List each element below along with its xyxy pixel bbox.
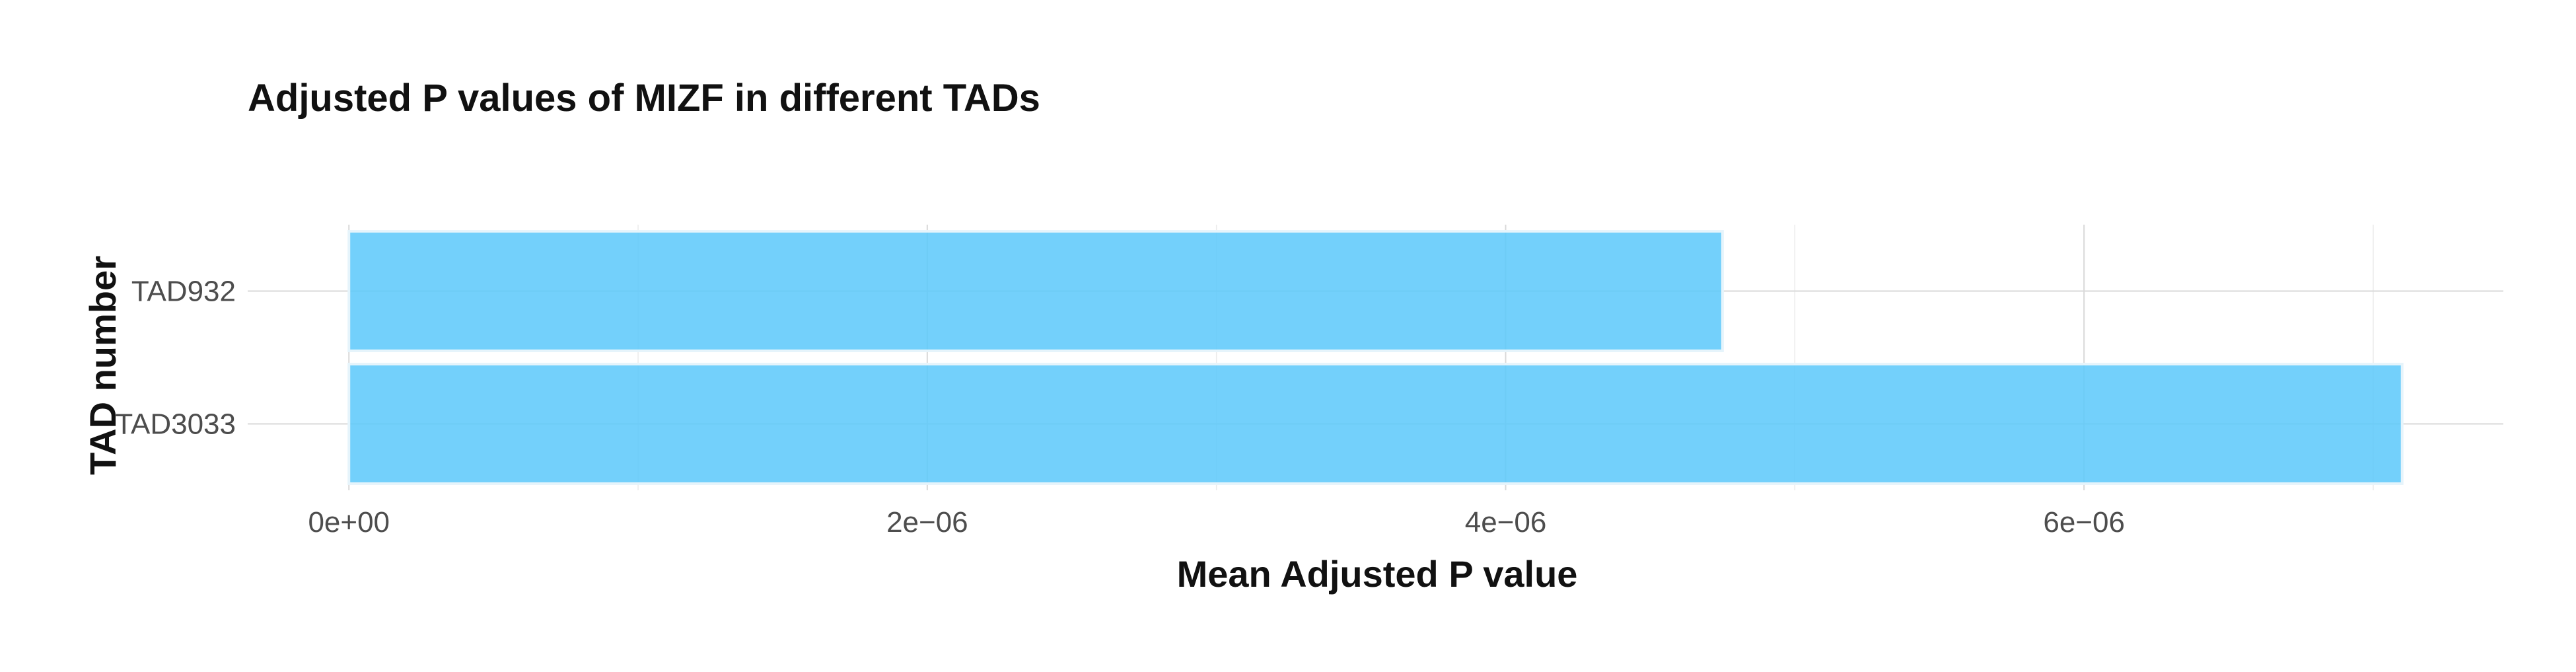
bar-tad932	[347, 230, 1724, 352]
bars	[347, 230, 2404, 485]
y-tick-label: TAD932	[131, 276, 236, 308]
y-axis-title: TAD number	[82, 256, 124, 475]
x-tick-label: 6e−06	[2043, 506, 2125, 539]
x-tick-label: 2e−06	[886, 506, 968, 539]
x-tick-label: 0e+00	[308, 506, 390, 539]
y-tick-label: TAD3033	[115, 408, 236, 441]
x-axis-title: Mean Adjusted P value	[1177, 553, 1578, 595]
x-axis-ticks: 0e+00 2e−06 4e−06 6e−06	[308, 506, 2125, 539]
y-axis-ticks: TAD932 TAD3033	[115, 276, 236, 441]
chart-title: Adjusted P values of MIZF in different T…	[248, 77, 1040, 120]
x-tick-label: 4e−06	[1465, 506, 1547, 539]
bar-tad3033	[347, 363, 2404, 485]
